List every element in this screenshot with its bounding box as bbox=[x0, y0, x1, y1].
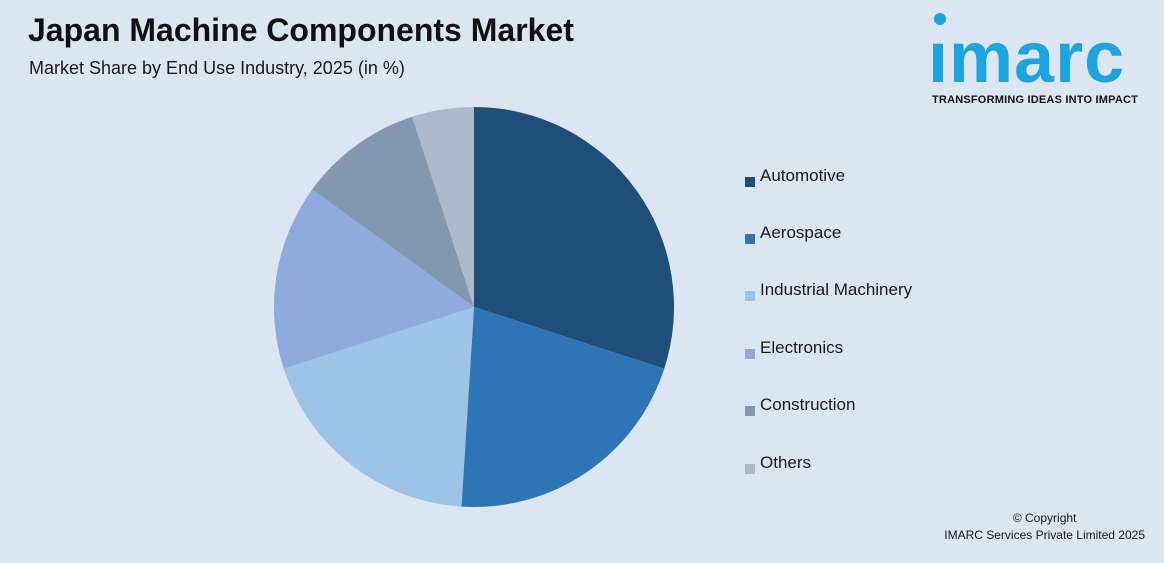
legend-item-industrial-machinery: Industrial Machinery bbox=[745, 271, 912, 328]
legend-item-automotive: Automotive bbox=[745, 156, 912, 213]
copyright-notice: © Copyright IMARC Services Private Limit… bbox=[944, 510, 1145, 544]
pie-slice-automotive bbox=[474, 107, 674, 369]
pie-chart bbox=[274, 107, 674, 507]
legend-swatch bbox=[745, 176, 755, 187]
pie-slice-others bbox=[412, 107, 474, 307]
logo-tagline: TRANSFORMING IDEAS INTO IMPACT bbox=[932, 94, 1139, 106]
pie-slice-electronics bbox=[274, 189, 474, 369]
copyright-line-2: IMARC Services Private Limited 2025 bbox=[944, 528, 1145, 542]
legend-label: Others bbox=[760, 452, 812, 472]
legend-swatch bbox=[745, 406, 755, 417]
legend-label: Aerospace bbox=[760, 223, 842, 243]
pie-slice-industrial-machinery bbox=[283, 307, 474, 507]
legend-item-others: Others bbox=[745, 443, 912, 500]
logo-wordmark: ımarc bbox=[928, 18, 1126, 98]
chart-title: Japan Machine Components Market bbox=[28, 12, 574, 48]
chart-subtitle: Market Share by End Use Industry, 2025 (… bbox=[29, 58, 405, 78]
pie-slice-construction bbox=[312, 116, 474, 307]
pie-slice-aerospace bbox=[461, 307, 665, 507]
legend-swatch bbox=[745, 463, 755, 474]
legend-swatch bbox=[745, 234, 755, 245]
legend-item-construction: Construction bbox=[745, 386, 912, 443]
chart-legend: Automotive Aerospace Industrial Machinery E… bbox=[745, 156, 912, 500]
legend-label: Electronics bbox=[760, 337, 844, 357]
logo-dot bbox=[934, 13, 946, 25]
legend-swatch bbox=[745, 291, 755, 302]
legend-label: Automotive bbox=[760, 165, 846, 185]
legend-item-electronics: Electronics bbox=[745, 328, 912, 385]
legend-label: Industrial Machinery bbox=[760, 280, 913, 300]
legend-swatch bbox=[745, 348, 755, 359]
legend-item-aerospace: Aerospace bbox=[745, 213, 912, 270]
copyright-line-1: © Copyright bbox=[1012, 511, 1077, 525]
imarc-logo: ımarc TRANSFORMING IDEAS INTO IMPACT bbox=[928, 8, 1154, 108]
legend-label: Construction bbox=[760, 395, 856, 415]
